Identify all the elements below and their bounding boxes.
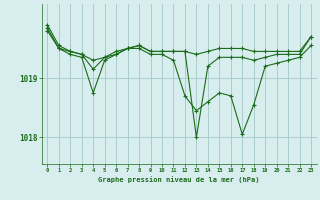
- X-axis label: Graphe pression niveau de la mer (hPa): Graphe pression niveau de la mer (hPa): [99, 176, 260, 183]
